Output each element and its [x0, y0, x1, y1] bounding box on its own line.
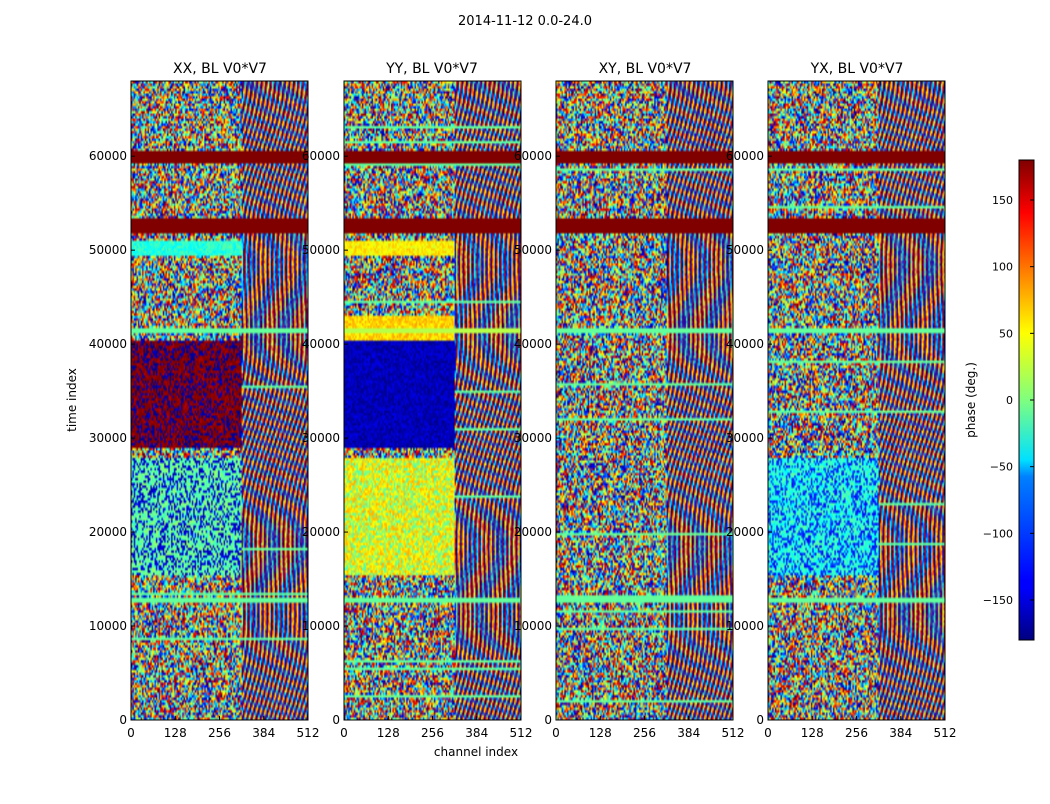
x-tick-label: 0	[127, 726, 135, 740]
x-tick-label: 512	[722, 726, 745, 740]
y-tick-label: 0	[756, 713, 764, 727]
y-tick-label: 10000	[89, 619, 127, 633]
y-axis-label: time index	[65, 368, 79, 432]
x-tick-label: 128	[377, 726, 400, 740]
y-tick-label: 30000	[514, 431, 552, 445]
colorbar-tick-label: 50	[999, 327, 1013, 340]
heatmap-image	[131, 81, 308, 720]
figure-title: 2014-11-12 0.0-24.0	[458, 14, 592, 29]
x-tick-label: 128	[164, 726, 187, 740]
panel-title-xx: XX, BL V0*V7	[173, 61, 267, 77]
x-tick-label: 384	[677, 726, 700, 740]
x-tick-label: 256	[633, 726, 656, 740]
y-tick-label: 60000	[302, 149, 340, 163]
y-tick-label: 10000	[302, 619, 340, 633]
y-tick-label: 10000	[514, 619, 552, 633]
x-tick-label: 512	[934, 726, 957, 740]
heatmap-image	[556, 81, 733, 720]
colorbar-ticks: 150 100 50 0 −50 −100 −150	[983, 194, 1034, 607]
x-tick-label: 384	[252, 726, 275, 740]
y-tick-label: 60000	[514, 149, 552, 163]
x-tick-label: 128	[589, 726, 612, 740]
y-tick-label: 60000	[89, 149, 127, 163]
y-tick-label: 30000	[89, 431, 127, 445]
heatmap-image	[768, 81, 945, 720]
x-tick-label: 256	[845, 726, 868, 740]
y-tick-label: 50000	[726, 243, 764, 257]
y-tick-label: 20000	[514, 525, 552, 539]
panel-title-yy: YY, BL V0*V7	[385, 61, 478, 77]
x-tick-label: 512	[510, 726, 533, 740]
y-tick-label: 0	[119, 713, 127, 727]
heatmap-panel: 0 128 256 384 512 0 10000 20000 30000 40000 50000 6…	[514, 80, 745, 740]
heatmap-image	[344, 81, 521, 720]
y-tick-label: 40000	[514, 337, 552, 351]
panel-title-yx: YX, BL V0*V7	[810, 61, 904, 77]
x-tick-label: 128	[801, 726, 824, 740]
colorbar-tick-label: 150	[992, 194, 1013, 207]
panels: 0 128 256 384 512 0 10000 20000 30000 40000 50000 6…	[89, 80, 957, 740]
heatmap-panel: 0 128 256 384 512 0 10000 20000 30000 40000 50000 6…	[89, 80, 320, 740]
x-tick-label: 0	[552, 726, 560, 740]
y-tick-label: 10000	[726, 619, 764, 633]
colorbar-tick-label: −50	[990, 461, 1013, 474]
heatmap-panel: 0 128 256 384 512 0 10000 20000 30000 40000 50000 6…	[302, 80, 533, 740]
y-tick-label: 60000	[726, 149, 764, 163]
x-tick-label: 512	[297, 726, 320, 740]
y-tick-label: 50000	[514, 243, 552, 257]
colorbar-tick-label: 0	[1006, 394, 1013, 407]
y-tick-label: 0	[544, 713, 552, 727]
colorbar-tick-label: −150	[983, 594, 1013, 607]
x-tick-label: 256	[208, 726, 231, 740]
y-tick-label: 50000	[302, 243, 340, 257]
x-tick-label: 0	[340, 726, 348, 740]
y-tick-label: 40000	[89, 337, 127, 351]
y-tick-label: 40000	[302, 337, 340, 351]
colorbar-tick-label: 100	[992, 261, 1013, 274]
x-axis-label: channel index	[434, 745, 518, 759]
y-tick-label: 30000	[302, 431, 340, 445]
x-tick-label: 0	[764, 726, 772, 740]
x-tick-label: 384	[889, 726, 912, 740]
colorbar-tick-label: −100	[983, 527, 1013, 540]
y-tick-label: 30000	[726, 431, 764, 445]
y-tick-label: 20000	[302, 525, 340, 539]
heatmap-panel: 0 128 256 384 512 0 10000 20000 30000 40000 50000 6…	[726, 80, 957, 740]
y-tick-label: 20000	[726, 525, 764, 539]
y-tick-label: 40000	[726, 337, 764, 351]
x-tick-label: 256	[421, 726, 444, 740]
panel-title-xy: XY, BL V0*V7	[599, 61, 692, 77]
y-tick-label: 0	[332, 713, 340, 727]
colorbar-label: phase (deg.)	[964, 362, 978, 438]
x-tick-label: 384	[465, 726, 488, 740]
y-tick-label: 50000	[89, 243, 127, 257]
y-tick-label: 20000	[89, 525, 127, 539]
